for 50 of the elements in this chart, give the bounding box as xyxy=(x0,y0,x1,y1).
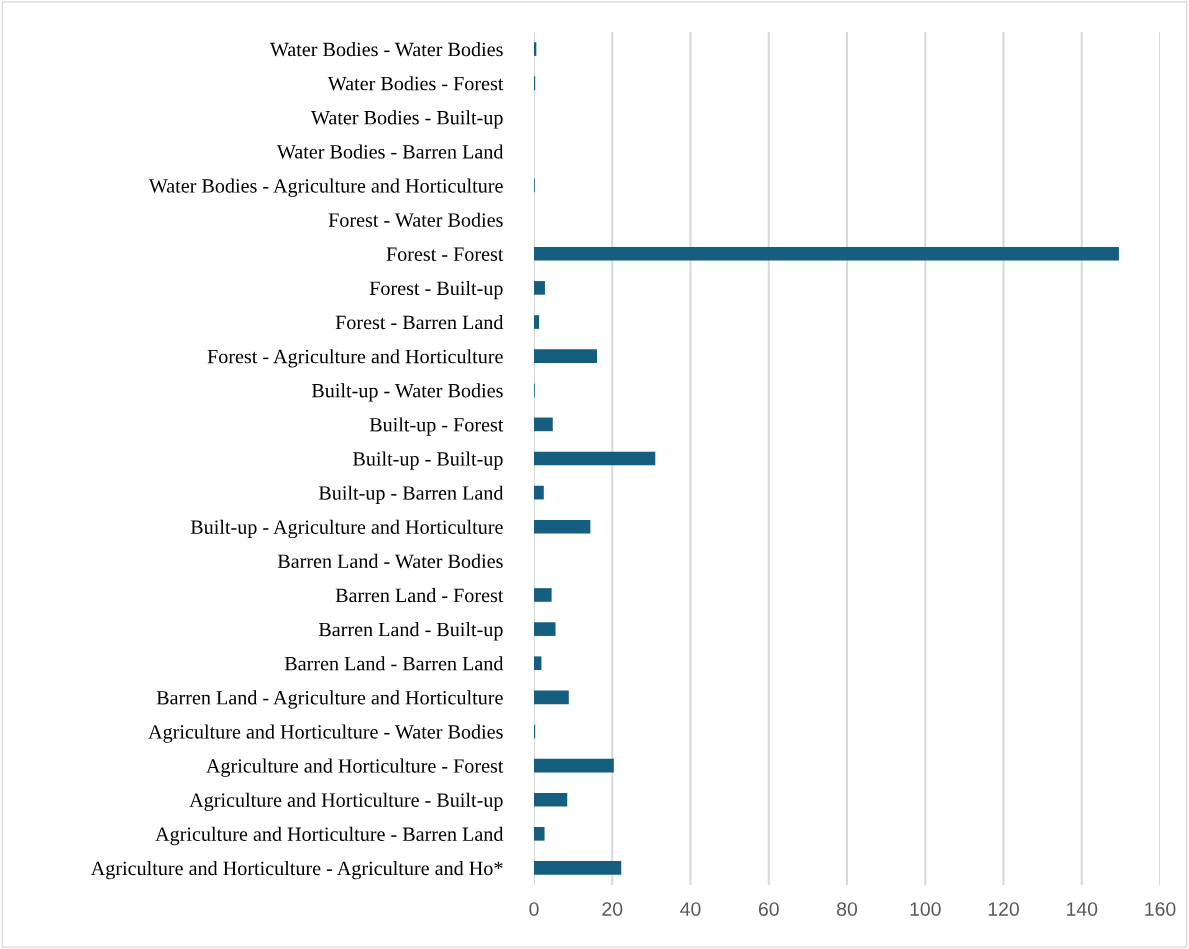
bar xyxy=(534,485,544,500)
y-tick-label: Water Bodies - Water Bodies xyxy=(269,42,503,57)
bar xyxy=(534,690,569,705)
y-tick-label: Water Bodies - Agriculture and Horticulture xyxy=(148,178,503,197)
y-tick-label: Agriculture and Horticulture - Forest xyxy=(206,758,504,777)
y-tick-label: Barren Land - Forest xyxy=(335,587,504,603)
x-tick-label: 80 xyxy=(837,902,858,916)
x-tick-label: 60 xyxy=(758,902,779,916)
y-tick-label: Water Bodies - Barren Land xyxy=(276,144,504,159)
bar xyxy=(534,451,656,466)
y-tick-label: Barren Land - Built-up xyxy=(318,622,503,641)
bar xyxy=(534,315,540,329)
bar xyxy=(534,281,545,295)
y-tick-label: Barren Land - Agriculture and Horticulture xyxy=(156,690,503,709)
y-tick-label: Agriculture and Horticulture - Barren Land xyxy=(155,826,504,846)
bar xyxy=(534,349,597,363)
y-tick-label: Forest - Water Bodies xyxy=(328,212,503,227)
y-tick-label: Forest - Built-up xyxy=(369,280,503,300)
y-tick-label: Water Bodies - Built-up xyxy=(311,110,503,129)
bar xyxy=(534,588,552,602)
x-tick-label: 100 xyxy=(910,902,941,916)
y-tick-label: Barren Land - Barren Land xyxy=(284,656,504,671)
y-tick-label: Water Bodies - Forest xyxy=(327,76,504,91)
bar xyxy=(534,861,622,875)
y-tick-label: Forest - Forest xyxy=(386,247,504,261)
y-tick-label: Built-up - Built-up xyxy=(352,451,503,470)
x-tick-label: 160 xyxy=(1145,902,1176,916)
y-tick-label: Forest - Agriculture and Horticulture xyxy=(207,349,503,368)
y-tick-label: Agriculture and Horticulture - Water Bodies xyxy=(148,724,503,743)
bar xyxy=(534,519,591,534)
x-tick-label: 120 xyxy=(988,902,1019,916)
bar xyxy=(534,792,568,807)
x-tick-label: 40 xyxy=(680,902,701,916)
y-tick-label: Forest - Barren Land xyxy=(335,315,504,330)
bar xyxy=(534,417,553,432)
y-tick-label: Agriculture and Horticulture - Built-up xyxy=(189,792,503,812)
y-tick-label: Agriculture and Horticulture - Agriculture and Ho* xyxy=(90,860,503,880)
x-tick-label: 20 xyxy=(602,902,623,916)
y-tick-label: Barren Land - Water Bodies xyxy=(277,553,503,569)
bar xyxy=(534,622,556,636)
x-tick-label: 0 xyxy=(529,902,539,916)
bar xyxy=(534,656,542,671)
y-tick-label: Built-up - Barren Land xyxy=(318,485,504,504)
y-tick-label: Built-up - Forest xyxy=(369,417,504,436)
y-tick-label: Built-up - Agriculture and Horticulture xyxy=(190,519,503,539)
y-tick-label: Built-up - Water Bodies xyxy=(311,383,503,402)
bar xyxy=(534,758,614,773)
x-tick-label: 140 xyxy=(1067,902,1098,916)
bar xyxy=(534,246,1119,261)
bar xyxy=(534,827,545,841)
